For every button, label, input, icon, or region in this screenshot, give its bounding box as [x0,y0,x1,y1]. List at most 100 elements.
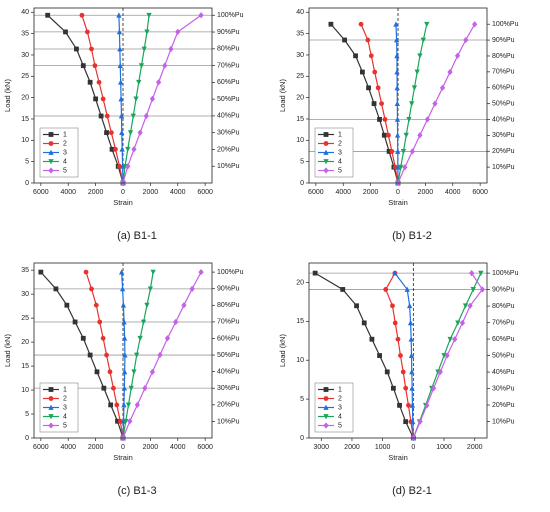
marker [430,385,437,392]
y2-tick-label: 20%Pu [217,146,240,153]
x-tick-label: 6000 [472,189,488,196]
x-tick-label: 4000 [60,189,76,196]
marker [118,269,125,275]
marker [469,269,475,277]
marker [408,336,414,342]
marker [80,63,86,69]
marker [406,402,411,408]
marker [472,21,478,28]
caption: (d) B2-1 [392,485,432,497]
marker [85,29,90,35]
marker [386,149,392,154]
legend-label: 1 [63,386,67,393]
marker [398,353,403,358]
marker [377,117,382,122]
x-tick-label: 4000 [335,189,351,196]
marker [119,163,126,169]
y2-tick-label: 70%Pu [492,319,515,326]
marker [111,385,116,391]
y2-tick-label: 60%Pu [217,335,240,342]
marker [409,385,415,391]
marker [130,113,136,119]
y-tick-label: 35 [296,30,304,37]
y2-tick-label: 90%Pu [217,29,240,36]
marker [403,385,409,391]
legend-label: 3 [63,404,67,411]
marker [439,84,446,91]
legend-label: 2 [338,140,342,147]
marker [142,385,148,392]
marker [444,352,450,359]
marker [117,62,123,69]
legend-label: 4 [338,158,342,165]
y2-tick-label: 70%Pu [217,62,240,69]
marker [93,302,99,308]
marker [121,402,127,408]
marker [198,268,204,276]
marker [122,352,128,358]
y2-tick-label: 50%Pu [492,100,515,107]
y2-tick-label: 60%Pu [492,85,515,92]
y2-tick-label: 50%Pu [217,96,240,103]
marker [382,117,388,122]
y-tick-label: 20 [296,94,304,101]
marker [424,116,431,123]
y2-tick-label: 50%Pu [217,352,240,359]
marker [360,69,365,75]
y-tick-label: 35 [21,30,29,37]
legend-label: 3 [338,404,342,411]
marker [144,302,150,309]
marker [133,96,139,102]
marker [400,369,406,375]
plot-frame [308,7,488,184]
marker [141,46,147,52]
x-tick-label: 1000 [375,444,391,451]
legend-marker [323,422,329,429]
x-tick-label: 6000 [33,444,49,451]
marker [93,96,99,102]
y2-tick-label: 100%Pu [492,21,519,28]
marker [117,418,123,424]
marker [144,29,150,35]
marker [137,129,143,136]
legend-marker [48,167,54,174]
y-tick-label: 5 [300,396,304,403]
marker [125,163,131,170]
marker [408,352,415,358]
x-axis-label: Strain [113,198,133,207]
marker [392,320,398,326]
marker [109,146,115,152]
legend-label: 2 [63,140,67,147]
marker [366,85,371,91]
marker [417,132,423,139]
y-tick-label: 25 [21,315,29,322]
marker [312,270,318,276]
marker [121,319,127,325]
marker [371,101,377,107]
marker [384,369,390,375]
y-axis-label: Load (kN) [278,334,287,367]
marker [92,63,98,69]
legend-label: 4 [63,413,67,420]
x-tick-label: 2000 [143,189,159,196]
marker [119,286,126,292]
x-tick-label: 4000 [60,444,76,451]
marker [393,37,400,43]
legend-label: 1 [63,131,67,138]
legend-marker [48,149,54,155]
marker [198,12,204,19]
x-tick-label: 4000 [170,444,186,451]
marker [146,12,152,19]
legend-marker [48,422,54,429]
y2-tick-label: 70%Pu [217,319,240,326]
marker [377,353,382,358]
marker [409,101,415,107]
legend-marker [323,149,329,155]
marker [372,69,378,75]
y-tick-label: 30 [296,52,304,59]
y-tick-label: 40 [21,9,29,16]
y2-tick-label: 10%Pu [217,163,240,170]
marker [173,318,179,326]
marker [328,21,334,27]
marker [389,149,395,154]
